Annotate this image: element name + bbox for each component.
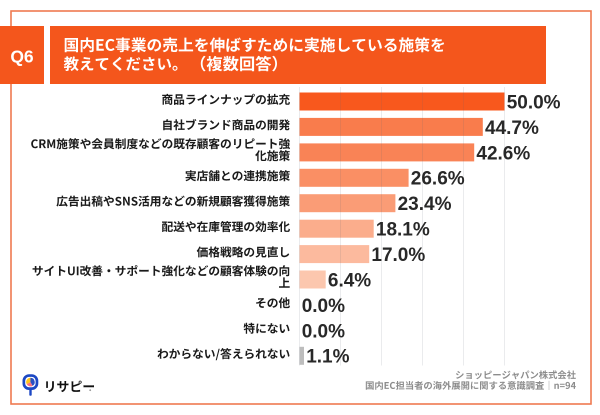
svg-text:26.6%: 26.6% xyxy=(411,169,465,190)
svg-text:23.4%: 23.4% xyxy=(398,194,452,215)
svg-text:6.4%: 6.4% xyxy=(328,270,371,291)
svg-text:1.1%: 1.1% xyxy=(306,347,349,368)
svg-text:0.0%: 0.0% xyxy=(302,296,345,317)
svg-text:44.7%: 44.7% xyxy=(485,118,539,139)
svg-text:42.6%: 42.6% xyxy=(476,143,530,164)
svg-text:50.0%: 50.0% xyxy=(507,92,561,113)
svg-text:18.1%: 18.1% xyxy=(376,220,430,241)
svg-text:17.0%: 17.0% xyxy=(371,245,425,266)
svg-text:Q6: Q6 xyxy=(10,46,34,66)
svg-text:0.0%: 0.0% xyxy=(302,321,345,342)
